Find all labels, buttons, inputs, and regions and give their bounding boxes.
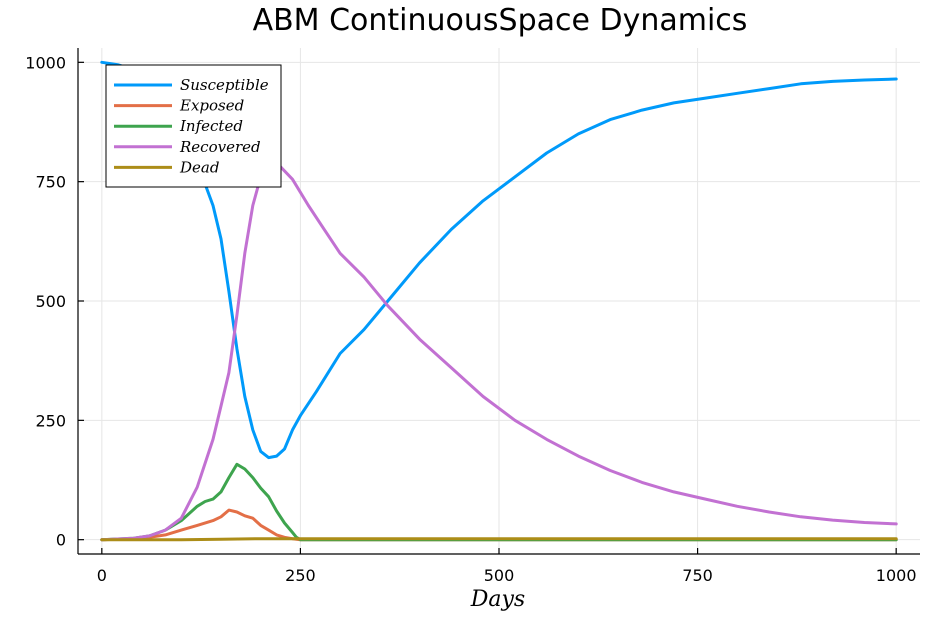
y-tick-label: 750	[35, 173, 66, 192]
x-tick-label: 250	[285, 566, 316, 585]
legend-label-dead: Dead	[179, 158, 219, 176]
y-tick-label: 0	[56, 531, 66, 550]
y-tick-label: 500	[35, 292, 66, 311]
y-tick-label: 250	[35, 411, 66, 430]
x-tick-label: 750	[682, 566, 713, 585]
series-line-dead	[100, 537, 898, 542]
x-tick-label: 500	[484, 566, 515, 585]
x-tick-label: 1000	[876, 566, 917, 585]
x-tick-label: 0	[97, 566, 107, 585]
tick-labels: 0 250 500 750 1000 0 250 500 750 1000	[25, 53, 916, 585]
legend-label-exposed: Exposed	[179, 97, 244, 115]
legend-label-recovered: Recovered	[179, 138, 261, 156]
x-axis-label: Days	[470, 587, 525, 612]
legend-label-susceptible: Susceptible	[180, 76, 269, 94]
chart-title: ABM ContinuousSpace Dynamics	[253, 3, 748, 38]
series-line-recovered	[100, 156, 898, 542]
y-tick-label: 1000	[25, 53, 66, 72]
legend: Susceptible Exposed Infected Recovered Dead	[105, 64, 282, 188]
legend-label-infected: Infected	[179, 117, 243, 135]
